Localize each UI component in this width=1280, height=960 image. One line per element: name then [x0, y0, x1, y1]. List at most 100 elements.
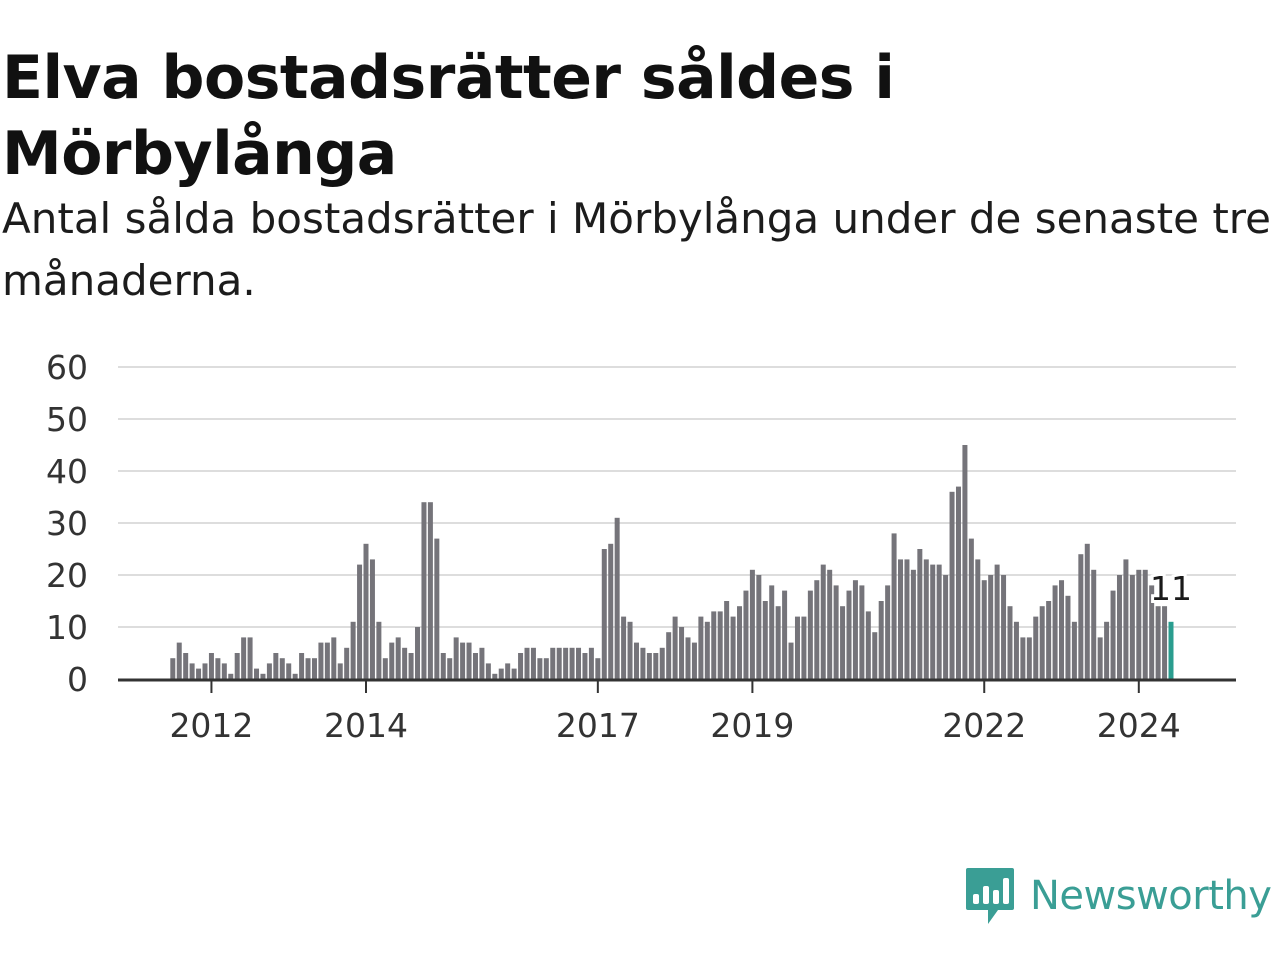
bar: [1033, 616, 1039, 679]
bar: [698, 616, 704, 679]
x-tick-label: 2024: [1097, 706, 1181, 745]
bar: [801, 616, 807, 679]
bar: [453, 637, 459, 679]
bar: [968, 538, 974, 679]
bar: [260, 673, 266, 679]
bar: [202, 663, 208, 679]
bar: [827, 569, 833, 679]
bar: [563, 647, 569, 679]
bar: [788, 642, 794, 679]
bar: [324, 642, 330, 679]
bar: [1149, 585, 1155, 679]
bars: [170, 445, 1174, 679]
bar: [369, 559, 375, 679]
bar: [865, 611, 871, 679]
bar: [1110, 590, 1116, 679]
bar: [363, 543, 369, 679]
bar: [402, 647, 408, 679]
bar: [479, 647, 485, 679]
bar: [1046, 601, 1052, 679]
brand-name: Newsworthy: [1030, 873, 1272, 919]
bar: [601, 549, 607, 679]
bar: [1059, 580, 1065, 679]
bar: [524, 647, 530, 679]
labels: 0 10 20 30 40 50 60 2012 2014 2017 2019 2022 2024 11: [46, 348, 1195, 745]
bar: [395, 637, 401, 679]
bar: [1155, 606, 1161, 679]
bar: [466, 642, 472, 679]
bar: [292, 673, 298, 679]
newsworthy-logo-icon: [966, 868, 1014, 924]
bar: [286, 663, 292, 679]
bar: [640, 647, 646, 679]
bar: [318, 642, 324, 679]
bar: [904, 559, 910, 679]
bar: [988, 575, 994, 679]
bar: [427, 502, 433, 679]
bar: [672, 616, 678, 679]
bar: [498, 668, 504, 679]
bar: [1078, 554, 1084, 679]
bar: [685, 637, 691, 679]
bar-highlight: [1168, 621, 1174, 679]
bar: [614, 517, 620, 679]
bar: [659, 647, 665, 679]
bar: [1084, 543, 1090, 679]
bar: [949, 491, 955, 679]
x-tick-label: 2019: [710, 706, 794, 745]
bar: [389, 642, 395, 679]
bar: [196, 668, 202, 679]
bar: [679, 627, 685, 679]
bar: [627, 621, 633, 679]
bar: [311, 658, 317, 679]
bar: [1039, 606, 1045, 679]
bar: [878, 601, 884, 679]
bar: [550, 647, 556, 679]
bar: [1136, 569, 1142, 679]
gridlines: [118, 366, 1236, 628]
bar: [955, 486, 961, 679]
bar: [254, 668, 260, 679]
bar: [247, 637, 253, 679]
bar: [923, 559, 929, 679]
bar: [460, 642, 466, 679]
bar: [241, 637, 247, 679]
y-tick-label: 10: [46, 608, 88, 647]
bar: [415, 627, 421, 679]
bar: [511, 668, 517, 679]
bar: [556, 647, 562, 679]
x-tick-label: 2014: [324, 706, 408, 745]
bar: [943, 575, 949, 679]
bar: [505, 663, 511, 679]
y-tick-label: 50: [46, 400, 88, 439]
bar: [1129, 575, 1135, 679]
bar: [749, 569, 755, 679]
bar: [891, 533, 897, 679]
value-label-last: 11: [1150, 569, 1192, 608]
bar: [382, 658, 388, 679]
bar: [1104, 621, 1110, 679]
bar: [621, 616, 627, 679]
chart-subtitle: Antal sålda bostadsrätter i Mörbylånga u…: [2, 194, 1271, 305]
newsworthy-logo[interactable]: Newsworthy: [964, 864, 1272, 928]
bar: [633, 642, 639, 679]
bar: [183, 653, 189, 679]
bar: [666, 632, 672, 679]
axes: [118, 678, 1236, 693]
bar: [1052, 585, 1058, 679]
chart-title: Elva bostadsrätter såldes i Mörbylånga: [2, 43, 895, 189]
bar: [1071, 621, 1077, 679]
bar: [653, 653, 659, 679]
bar: [273, 653, 279, 679]
bar: [421, 502, 427, 679]
bar: [1026, 637, 1032, 679]
bar: [917, 549, 923, 679]
bar: [820, 564, 826, 679]
bar: [344, 647, 350, 679]
bar: [1142, 569, 1148, 679]
bar: [737, 606, 743, 679]
bar: [840, 606, 846, 679]
bar: [743, 590, 749, 679]
bar: [357, 564, 363, 679]
y-tick-label: 40: [46, 452, 88, 491]
